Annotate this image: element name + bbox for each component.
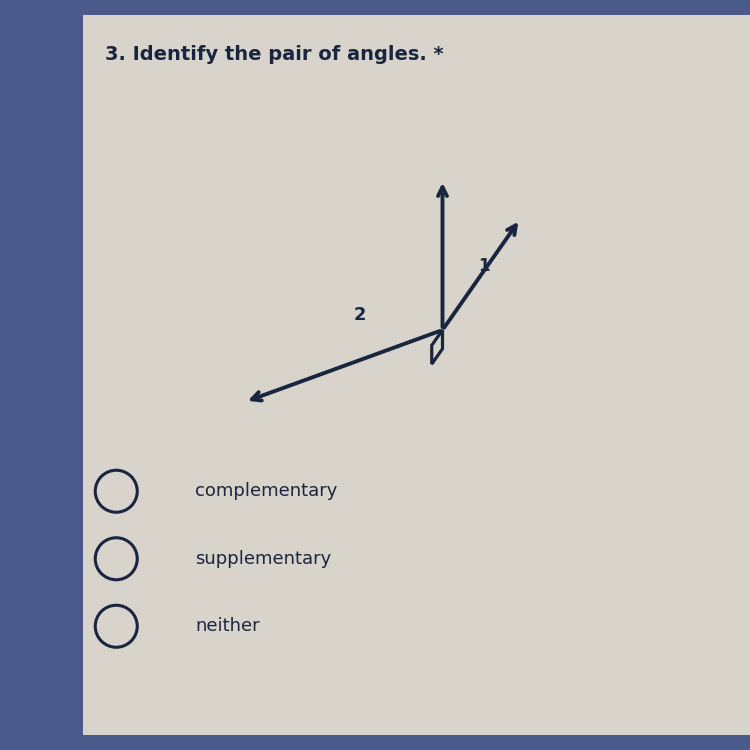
Bar [82,15,750,735]
Text: neither: neither [195,617,260,635]
Text: complementary: complementary [195,482,338,500]
Text: 3. Identify the pair of angles. *: 3. Identify the pair of angles. * [105,45,444,64]
Text: supplementary: supplementary [195,550,332,568]
Text: 1: 1 [478,257,490,275]
Text: 2: 2 [354,306,366,324]
